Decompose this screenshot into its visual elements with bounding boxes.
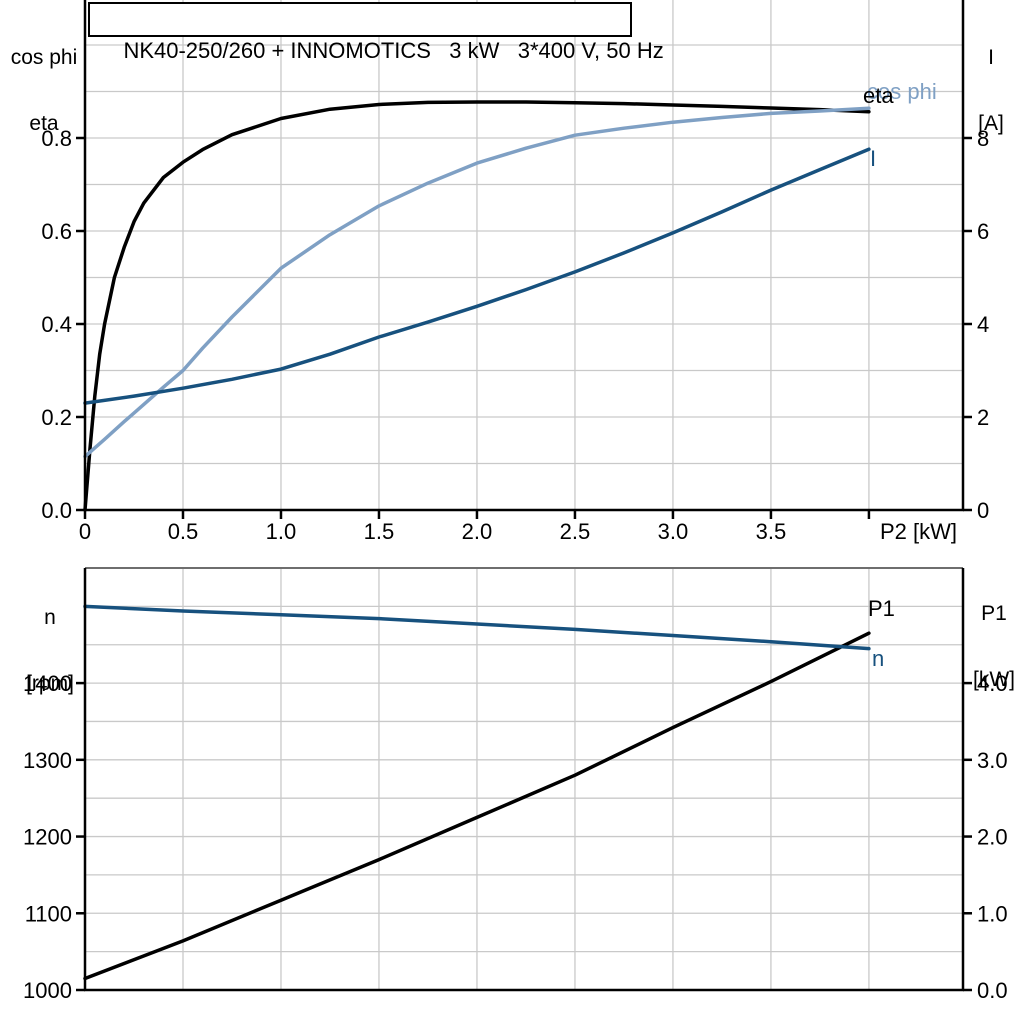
y-right-tick-label: 4	[977, 312, 989, 337]
y-right-tick-label: 0.0	[977, 978, 1008, 1003]
plot-bottom: 1000 1100 1200 1300 1400 0.0 1.0 2.0 3.0 4.0	[23, 567, 1008, 1003]
y-right-tick-label: 8	[977, 126, 989, 151]
x-tick-label: 0.5	[168, 519, 199, 544]
top-chart-left-axis-title: cos phi eta	[7, 3, 81, 179]
series-curve-cos-phi	[83, 106, 871, 459]
x-tick-label: 2.5	[560, 519, 591, 544]
y-left-tick-label: 1100	[25, 901, 72, 926]
chart-title: NK40-250/260 + INNOMOTICS 3 kW 3*400 V, …	[123, 38, 664, 63]
n-curve-label: n	[872, 646, 885, 671]
x-tick-label: 3.0	[658, 519, 689, 544]
bottom-chart-right-axis-title: P1 [kW]	[968, 559, 1020, 735]
p1-curve-label: P1	[868, 596, 895, 621]
series-curve-p1	[83, 631, 871, 981]
y-left-tick-label: 0.2	[41, 405, 72, 430]
bottom-chart-right-axis-title-line1: P1	[981, 602, 1007, 625]
y-right-tick-label: 4.0	[977, 671, 1008, 696]
y-right-tick-label: 0	[977, 498, 989, 523]
top-chart-left-axis-title-line2: eta	[29, 112, 59, 135]
y-right-tick-label: 6	[977, 219, 989, 244]
series-curve-eta	[83, 100, 871, 512]
y-left-tick-label: 1200	[23, 825, 72, 850]
current-curve-label: I	[870, 146, 877, 171]
series-curve-n	[83, 604, 871, 651]
top-chart-right-axis-title-line1: I	[988, 46, 994, 69]
cos-phi-curve-label: cos phi	[867, 79, 937, 104]
y-left-tick-label: 1000	[23, 978, 72, 1003]
y-right-tick-label: 2.0	[977, 825, 1008, 850]
plot-top: 0 0.5 1.0 1.5 2.0 2.5 3.0 3.5 P2 [kW] 0.0 0.2 0.4 0.…	[41, 0, 989, 544]
y-right-tick-label: 1.0	[977, 901, 1008, 926]
x-tick-label: 1.0	[266, 519, 297, 544]
y-left-tick-label: 0.0	[41, 498, 72, 523]
bottom-chart-left-axis-title-line1: n	[44, 606, 56, 629]
y-left-tick-label: 0.4	[41, 312, 72, 337]
x-axis-title: P2 [kW]	[880, 519, 957, 544]
y-left-tick-label: 0.8	[41, 126, 72, 151]
chart-title-box: NK40-250/260 + INNOMOTICS 3 kW 3*400 V, …	[88, 2, 664, 63]
y-right-tick-label: 2	[977, 405, 989, 430]
bottom-chart-left-axis-title-line2: [rpm]	[26, 672, 74, 695]
top-chart-right-axis-title-line2: [A]	[978, 112, 1004, 135]
y-right-tick-label: 3.0	[977, 748, 1008, 773]
series-curve-i	[83, 147, 871, 405]
top-chart-right-axis-title: I [A]	[966, 3, 1016, 179]
y-left-tick-label: 0.6	[41, 219, 72, 244]
y-left-tick-label: 1400	[23, 671, 72, 696]
bottom-chart-right-axis-title-line2: [kW]	[973, 668, 1015, 691]
eta-curve-label: eta	[863, 83, 894, 108]
bottom-chart-left-axis-title: n [rpm]	[13, 563, 87, 739]
x-tick-label: 0	[79, 519, 91, 544]
top-chart-left-axis-title-line1: cos phi	[10, 46, 78, 69]
y-left-tick-label: 1300	[23, 748, 72, 773]
x-tick-label: 1.5	[364, 519, 395, 544]
x-tick-label: 2.0	[462, 519, 493, 544]
x-tick-label: 3.5	[756, 519, 787, 544]
